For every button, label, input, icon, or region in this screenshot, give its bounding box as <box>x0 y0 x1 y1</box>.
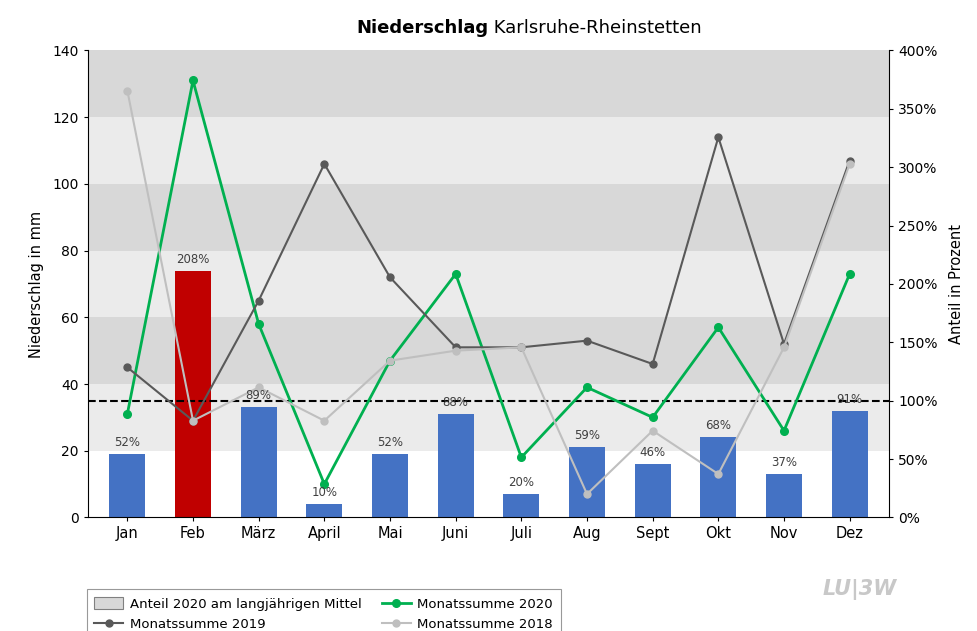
Bar <box>831 411 868 517</box>
Bar <box>175 271 211 517</box>
Text: 37%: 37% <box>771 456 797 469</box>
Bar <box>88 251 889 317</box>
Bar <box>88 451 889 517</box>
Legend: Anteil 2020 am langjährigen Mittel, Monatssumme 2019, Monatssumme 2020, Monatssu: Anteil 2020 am langjährigen Mittel, Mona… <box>87 589 561 631</box>
Text: 208%: 208% <box>176 252 210 266</box>
Bar <box>88 117 889 184</box>
Text: 46%: 46% <box>640 446 665 459</box>
Bar <box>88 50 889 117</box>
Bar <box>88 384 889 451</box>
Text: 91%: 91% <box>836 392 863 406</box>
Bar <box>766 474 802 517</box>
Bar <box>569 447 605 517</box>
Text: LU|3W: LU|3W <box>823 579 897 601</box>
Text: 20%: 20% <box>508 476 534 489</box>
Bar <box>503 494 539 517</box>
Text: 89%: 89% <box>245 389 272 403</box>
Text: 52%: 52% <box>377 436 403 449</box>
Bar <box>306 504 342 517</box>
Text: 88%: 88% <box>443 396 469 409</box>
Y-axis label: Niederschlag in mm: Niederschlag in mm <box>29 210 44 358</box>
Text: Niederschlag: Niederschlag <box>357 20 488 37</box>
Bar <box>88 317 889 384</box>
Bar <box>438 414 474 517</box>
Text: 10%: 10% <box>312 486 337 499</box>
Text: Karlsruhe-Rheinstetten: Karlsruhe-Rheinstetten <box>488 20 702 37</box>
Bar <box>109 454 146 517</box>
Text: 52%: 52% <box>114 436 141 449</box>
Text: 68%: 68% <box>705 420 732 432</box>
Bar <box>240 408 276 517</box>
Bar <box>701 437 737 517</box>
Bar <box>635 464 671 517</box>
Bar <box>372 454 408 517</box>
Text: 59%: 59% <box>574 429 600 442</box>
Bar <box>88 184 889 251</box>
Y-axis label: Anteil in Prozent: Anteil in Prozent <box>949 224 963 344</box>
